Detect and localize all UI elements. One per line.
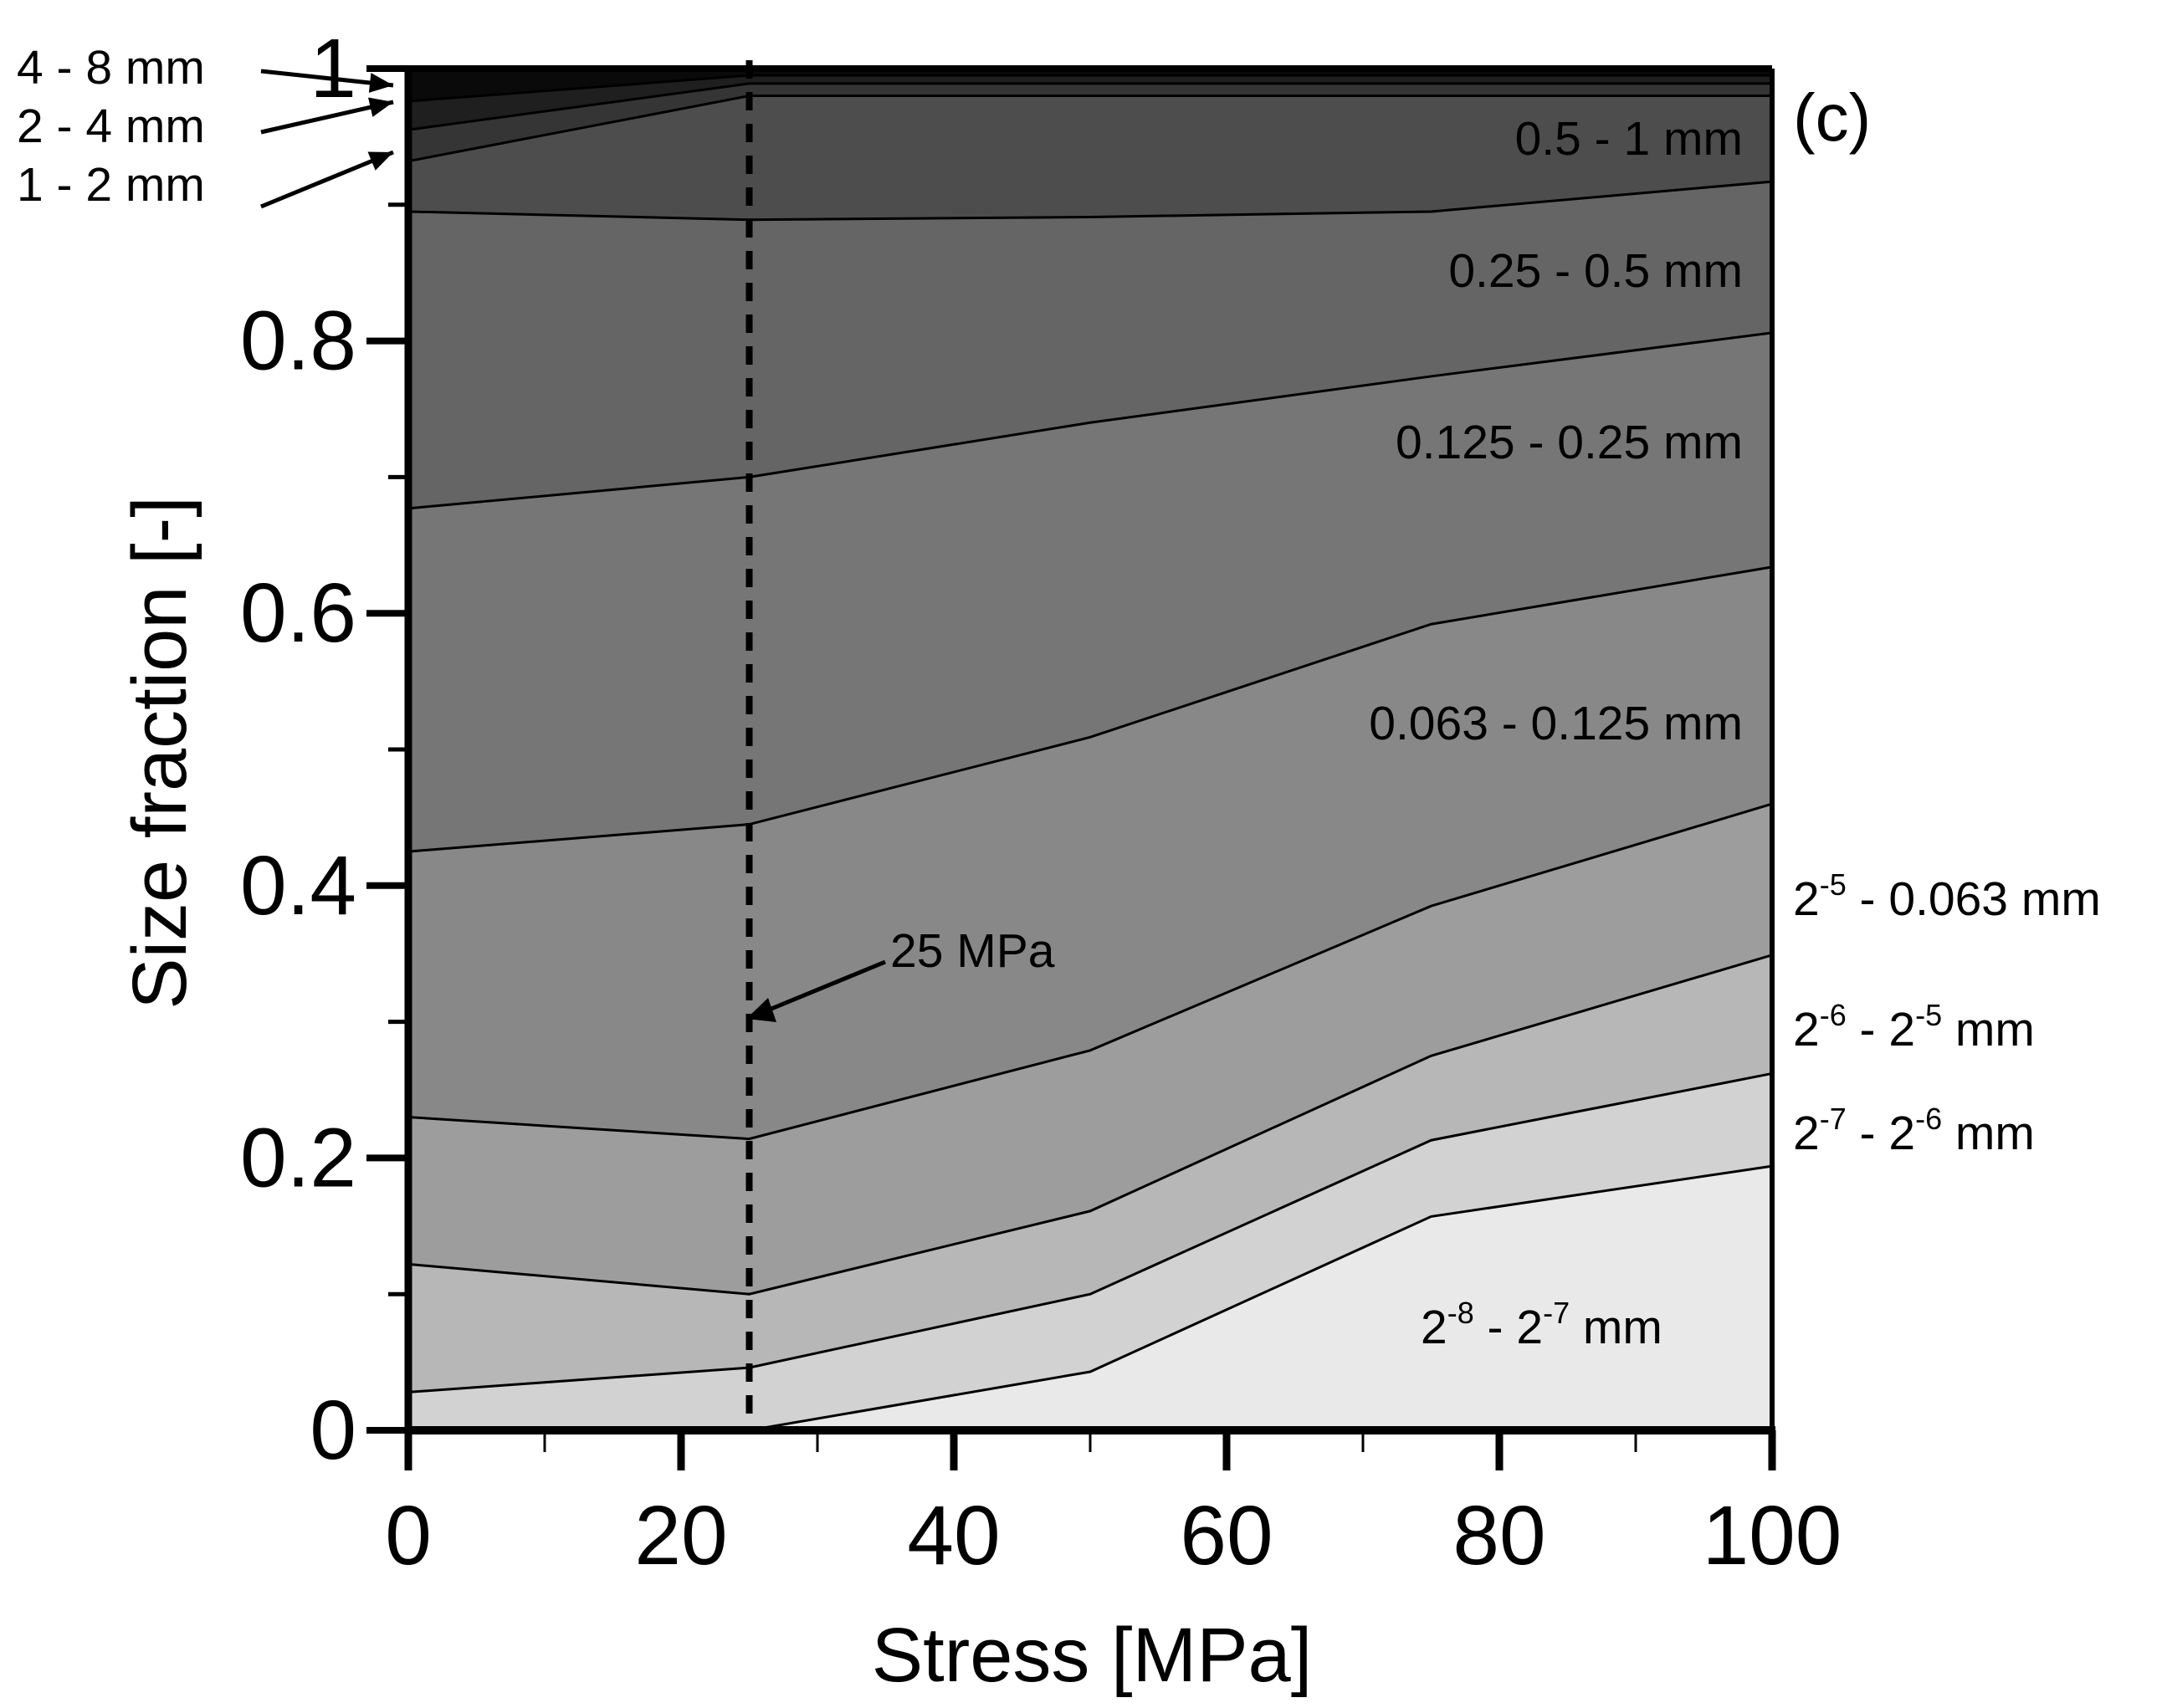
area-band-2 — [408, 954, 1772, 1393]
y-tick-label: 0 — [310, 1383, 356, 1477]
callout-2-4mm-arrow-head — [368, 97, 393, 117]
x-tick-label: 100 — [1703, 1489, 1842, 1583]
boundary-line-5 — [407, 331, 1773, 510]
reference-line-label: 25 MPa — [890, 924, 1055, 978]
y-tick-label: 0.8 — [240, 294, 356, 388]
boundary-line-3 — [407, 802, 1773, 1141]
band-label-2m7-2m6: 2-7 - 2-6 mm — [1793, 1102, 2035, 1160]
callout-1-2mm: 1 - 2 mm — [17, 158, 205, 212]
boundary-line-2 — [407, 954, 1773, 1296]
callout-2-4mm: 2 - 4 mm — [17, 100, 205, 153]
x-tick-label: 20 — [634, 1489, 727, 1583]
y-tick-label: 0.4 — [240, 839, 356, 933]
y-tick-label: 0.6 — [240, 566, 356, 660]
boundary-line-9 — [407, 74, 1772, 103]
band-label-2m5-0063: 2-5 - 0.063 mm — [1793, 867, 2101, 926]
x-axis-title: Stress [MPa] — [872, 1613, 1313, 1698]
area-band-8 — [408, 83, 1772, 161]
callout-1-2mm-arrow — [260, 150, 394, 209]
x-tick-label: 60 — [1180, 1489, 1273, 1583]
boundary-line-4 — [407, 565, 1773, 853]
reference-line-group: 25 MPa — [745, 60, 1055, 1430]
area-band-3 — [408, 804, 1772, 1295]
reference-arrow-head — [746, 998, 776, 1022]
panel-label: (c) — [1793, 80, 1871, 155]
area-band-9 — [408, 75, 1772, 130]
boundary-line-6 — [407, 180, 1773, 222]
band-label-05-1: 0.5 - 1 mm — [1515, 112, 1743, 166]
band-label-025-05: 0.25 - 0.5 mm — [1448, 244, 1743, 298]
x-tick-label: 80 — [1452, 1489, 1545, 1583]
boundary-lines — [407, 74, 1773, 1432]
callout-4-8mm: 4 - 8 mm — [17, 41, 205, 95]
callout-1-2mm-arrow-head — [367, 151, 393, 171]
area-band-0 — [408, 1166, 1772, 1430]
area-band-1 — [408, 1073, 1772, 1430]
boundary-line-7 — [407, 95, 1772, 163]
area-band-5 — [408, 332, 1772, 852]
y-axis-title: Size fraction [-] — [117, 496, 202, 1010]
band-label-2m6-2m5: 2-6 - 2-5 mm — [1793, 998, 2035, 1056]
band-label-0063-0125: 0.063 - 0.125 mm — [1369, 697, 1743, 750]
x-tick-label: 40 — [907, 1489, 1000, 1583]
x-tick-label: 0 — [385, 1489, 432, 1583]
boundary-line-8 — [407, 82, 1772, 131]
band-label-2m8-2m7: 2-8 - 2-7 mm — [1421, 1296, 1662, 1354]
y-tick-label: 1 — [310, 22, 356, 115]
axes: 0 20 40 60 80 100 0 0.2 0.4 0.6 0.8 1 — [240, 22, 1842, 1583]
band-label-0125-025: 0.125 - 0.25 mm — [1396, 416, 1743, 469]
y-tick-label: 0.2 — [240, 1111, 356, 1204]
band-labels: 0.063 - 0.125 mm 0.125 - 0.25 mm 0.25 - 0.… — [17, 41, 2101, 1354]
callout-4-8mm-arrow-head — [368, 73, 393, 93]
boundary-line-1 — [407, 1071, 1773, 1394]
reference-arrow-shaft — [756, 959, 886, 1017]
